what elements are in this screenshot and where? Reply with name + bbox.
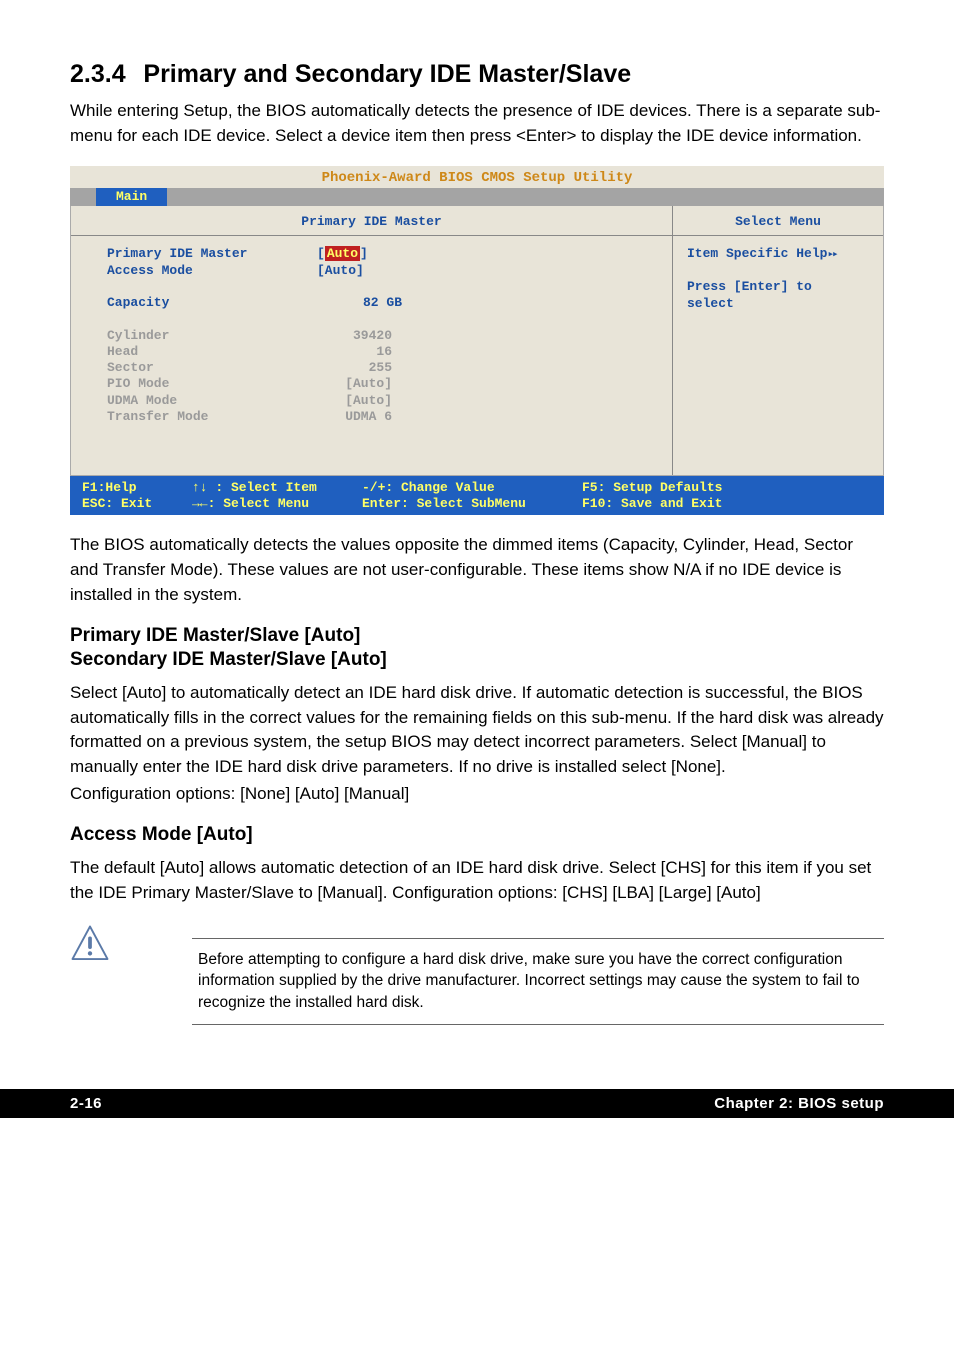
field-pio-mode-label: PIO Mode	[107, 376, 317, 392]
field-transfer-mode-label: Transfer Mode	[107, 409, 317, 425]
intro-paragraph: While entering Setup, the BIOS automatic…	[70, 99, 884, 148]
primary-ide-body: Select [Auto] to automatically detect an…	[70, 681, 884, 780]
field-pio-mode-value: [Auto]	[317, 376, 392, 392]
footer-select-menu: →←: Select Menu	[192, 496, 362, 512]
page-number: 2-16	[70, 1095, 102, 1112]
field-udma-mode-label: UDMA Mode	[107, 393, 317, 409]
field-udma-mode-value: [Auto]	[317, 393, 392, 409]
footer-help: F1:Help	[82, 480, 192, 496]
field-head-label: Head	[107, 344, 317, 360]
caution-note: Before attempting to configure a hard di…	[192, 938, 884, 1025]
field-capacity-label: Capacity	[107, 295, 317, 311]
bios-utility-title: Phoenix-Award BIOS CMOS Setup Utility	[70, 166, 884, 188]
footer-select-submenu: Enter: Select SubMenu	[362, 496, 582, 512]
bios-left-header: Primary IDE Master	[71, 206, 672, 236]
help-arrows-icon	[827, 246, 836, 261]
section-heading: 2.3.4 Primary and Secondary IDE Master/S…	[70, 60, 884, 89]
bios-tab-bar: Main	[70, 188, 884, 206]
access-mode-body: The default [Auto] allows automatic dete…	[70, 856, 884, 905]
heading-secondary-ide: Secondary IDE Master/Slave [Auto]	[70, 649, 884, 671]
field-sector-label: Sector	[107, 360, 317, 376]
primary-ide-config: Configuration options: [None] [Auto] [Ma…	[70, 782, 884, 807]
field-transfer-mode-value: UDMA 6	[317, 409, 392, 425]
chapter-label: Chapter 2: BIOS setup	[714, 1095, 884, 1112]
footer-select-item: ↑↓ : Select Item	[192, 480, 362, 496]
after-bios-paragraph: The BIOS automatically detects the value…	[70, 533, 884, 607]
footer-setup-defaults: F5: Setup Defaults	[582, 480, 872, 496]
field-access-mode-label[interactable]: Access Mode	[107, 263, 317, 279]
footer-exit: ESC: Exit	[82, 496, 192, 512]
help-line-3: select	[687, 296, 873, 312]
bios-tab-main[interactable]: Main	[96, 188, 167, 206]
bios-right-header: Select Menu	[673, 206, 883, 236]
field-primary-ide-master-value[interactable]: Auto	[325, 246, 360, 261]
bios-screenshot: Phoenix-Award BIOS CMOS Setup Utility Ma…	[70, 166, 884, 515]
footer-save-exit: F10: Save and Exit	[582, 496, 872, 512]
field-cylinder-value: 39420	[317, 328, 392, 344]
field-capacity-value: 82 GB	[317, 295, 402, 311]
bios-footer: F1:Help ↑↓ : Select Item -/+: Change Val…	[70, 476, 884, 515]
heading-primary-ide: Primary IDE Master/Slave [Auto]	[70, 625, 884, 647]
field-access-mode-value[interactable]: [Auto]	[317, 263, 437, 279]
field-primary-ide-master-label[interactable]: Primary IDE Master	[107, 246, 317, 262]
page-footer: 2-16 Chapter 2: BIOS setup	[0, 1089, 954, 1118]
field-cylinder-label: Cylinder	[107, 328, 317, 344]
caution-icon	[70, 924, 110, 969]
field-sector-value: 255	[317, 360, 392, 376]
help-line-1: Item Specific Help	[687, 246, 827, 261]
heading-access-mode: Access Mode [Auto]	[70, 824, 884, 846]
section-number: 2.3.4	[70, 60, 126, 88]
footer-change-value: -/+: Change Value	[362, 480, 582, 496]
field-head-value: 16	[317, 344, 392, 360]
section-title: Primary and Secondary IDE Master/Slave	[143, 60, 631, 88]
help-line-2: Press [Enter] to	[687, 279, 873, 295]
